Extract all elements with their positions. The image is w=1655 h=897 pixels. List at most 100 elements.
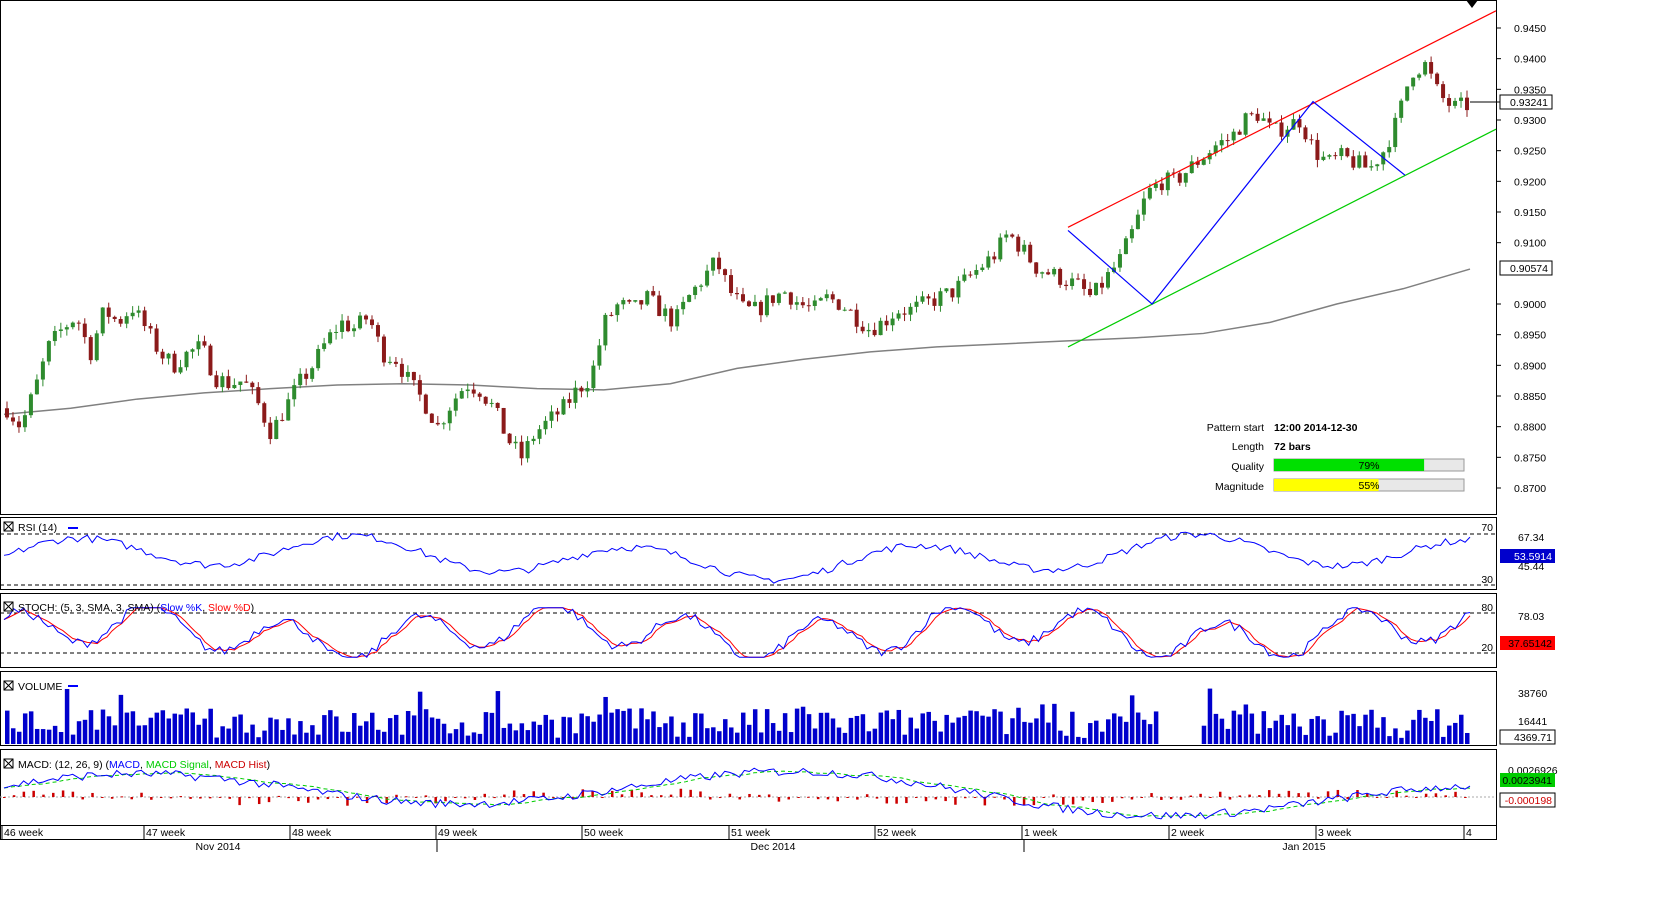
volume-bar xyxy=(40,729,46,744)
macd-hist-bar xyxy=(1228,797,1232,800)
volume-bar xyxy=(58,732,64,744)
volume-bar xyxy=(184,708,189,744)
candle-up xyxy=(1321,156,1326,160)
volume-bar xyxy=(914,728,920,744)
volume-tick-mid: 16441 xyxy=(1518,716,1547,728)
candle-up xyxy=(920,296,925,302)
candle-down xyxy=(723,269,728,276)
candle-up xyxy=(693,286,698,296)
volume-bar xyxy=(370,712,375,744)
macd-hist-bar xyxy=(503,794,506,797)
pattern-start-value: 12:00 2014-12-30 xyxy=(1274,422,1358,434)
candle-up xyxy=(1165,172,1170,191)
zigzag-pattern xyxy=(1067,100,1406,305)
macd-hist-legend: MACD Hist xyxy=(215,759,267,771)
volume-bar xyxy=(812,728,818,744)
week-label: 46 week xyxy=(4,827,44,839)
candle-down xyxy=(1255,113,1260,121)
volume-bar xyxy=(758,732,764,744)
candle-down xyxy=(746,301,751,307)
volume-bar xyxy=(1417,709,1422,744)
candle-up xyxy=(573,387,578,403)
candle-down xyxy=(836,299,841,310)
candle-down xyxy=(88,337,93,361)
length-value: 72 bars xyxy=(1274,441,1311,453)
volume-bar xyxy=(1279,714,1285,744)
macd-hist-bar xyxy=(1415,797,1418,798)
volume-bar xyxy=(1441,736,1446,744)
candle-down xyxy=(160,351,165,359)
candle-up xyxy=(980,267,985,271)
candle-up xyxy=(34,379,39,395)
price-tick-label: 0.9450 xyxy=(1514,23,1546,35)
volume-bar xyxy=(818,712,824,744)
candle-down xyxy=(788,292,793,305)
volume-bar xyxy=(46,729,52,744)
candle-up xyxy=(974,270,979,275)
volume-bar xyxy=(471,732,477,744)
candle-down xyxy=(1303,127,1308,140)
candle-up xyxy=(914,301,919,307)
macd-hist-bar xyxy=(1199,793,1202,797)
volume-bars xyxy=(5,688,1470,744)
macd-hist-bar xyxy=(1062,797,1065,805)
macd-hist-bar xyxy=(650,795,653,797)
candle-down xyxy=(4,408,9,418)
volume-bar xyxy=(525,730,531,744)
week-label: 4 xyxy=(1466,827,1472,839)
price-panel-frame xyxy=(0,0,1497,515)
volume-bar xyxy=(1100,731,1105,744)
candle-down xyxy=(932,298,937,306)
macd-hist-bar xyxy=(640,792,643,797)
candle-down xyxy=(262,403,267,423)
macd-hist-bar xyxy=(522,794,526,797)
candle-down xyxy=(1064,284,1069,287)
volume-bar xyxy=(465,735,471,744)
macd-hist-bar xyxy=(3,797,6,798)
macd-hist-bar xyxy=(208,797,212,799)
macd-hist-bar xyxy=(954,797,957,805)
volume-bar xyxy=(495,691,501,744)
candle-up xyxy=(286,399,291,421)
volume-bar xyxy=(537,724,543,744)
volume-bar xyxy=(800,706,806,744)
candle-down xyxy=(280,419,285,421)
macd-hist-bar xyxy=(689,789,692,797)
candle-up xyxy=(166,353,171,359)
volume-bar xyxy=(848,717,854,744)
macd-hist-bar xyxy=(1238,795,1242,797)
volume-bar xyxy=(298,721,303,744)
candle-up xyxy=(681,301,686,310)
volume-bar xyxy=(1303,734,1308,744)
volume-bar xyxy=(986,716,991,744)
macd-hist-bar xyxy=(52,792,55,797)
candle-down xyxy=(872,329,877,336)
rsi-side-value-1: 67.34 xyxy=(1518,532,1544,544)
candle-down xyxy=(483,396,488,404)
candle-down xyxy=(1082,279,1087,289)
volume-bar xyxy=(770,723,776,744)
stoch-current-value: 37.65142 xyxy=(1508,638,1552,650)
candle-down xyxy=(304,373,309,379)
volume-bar xyxy=(1016,707,1021,744)
candle-down xyxy=(519,441,524,459)
macd-hist-bar xyxy=(1169,797,1173,800)
volume-bar xyxy=(1243,704,1249,744)
volume-bar xyxy=(286,718,291,744)
macd-hist-bar xyxy=(218,796,222,798)
macd-hist-bar xyxy=(1317,797,1320,799)
candle-up xyxy=(447,410,452,424)
candle-down xyxy=(495,402,500,408)
channel-lower-line xyxy=(1067,128,1497,348)
volume-bar xyxy=(884,710,890,744)
macd-hist-bar xyxy=(1385,797,1389,798)
volume-bar xyxy=(375,729,381,744)
volume-bar xyxy=(148,717,154,744)
volume-bar xyxy=(226,728,231,744)
macd-hist-bar xyxy=(826,797,830,800)
macd-hist-bar xyxy=(1003,797,1006,800)
macd-hist-bar xyxy=(248,797,251,799)
macd-hist-bar xyxy=(1052,794,1055,797)
scroll-arrow-icon[interactable] xyxy=(1466,0,1478,8)
volume-bar xyxy=(1327,735,1332,744)
